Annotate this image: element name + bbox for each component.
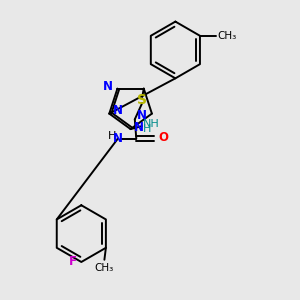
Text: S: S — [137, 93, 147, 107]
Text: N: N — [134, 121, 144, 134]
Text: N: N — [113, 132, 123, 145]
Text: F: F — [69, 256, 77, 268]
Text: H: H — [143, 124, 152, 134]
Text: N: N — [103, 80, 112, 93]
Text: CH₃: CH₃ — [218, 31, 237, 41]
Text: N: N — [137, 109, 147, 122]
Text: N: N — [113, 104, 123, 117]
Text: NH: NH — [143, 119, 160, 129]
Text: O: O — [158, 131, 168, 144]
Text: CH₃: CH₃ — [95, 263, 114, 273]
Text: H: H — [108, 131, 116, 141]
